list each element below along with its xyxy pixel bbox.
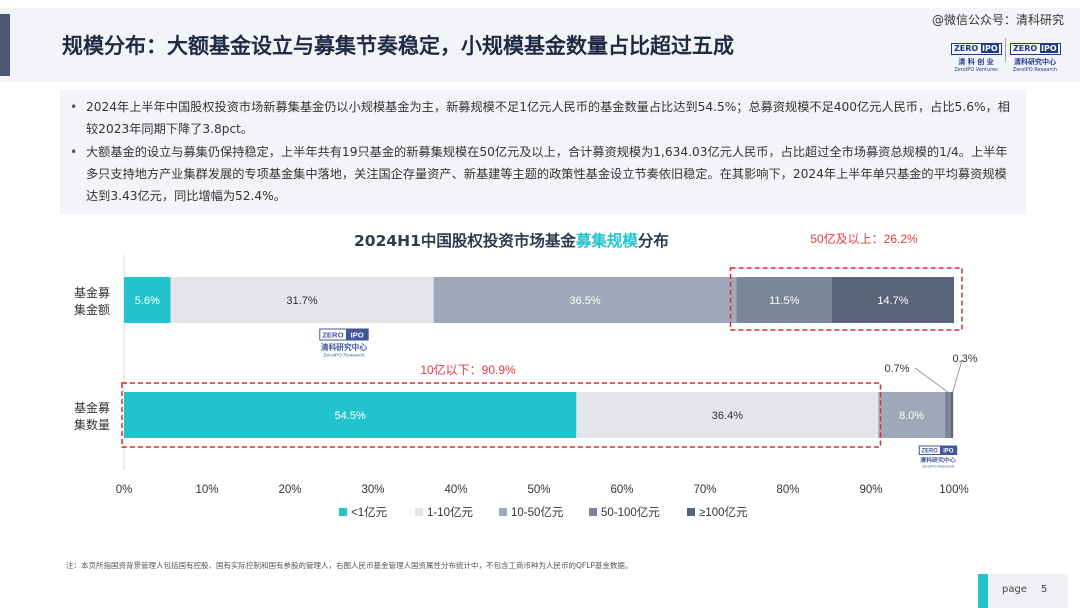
x-tick-label: 10% <box>195 484 218 496</box>
page-accent-bar <box>978 574 988 608</box>
data-label: 0.3% <box>952 353 977 365</box>
logo-cn-text: 清科研究中心 <box>1014 58 1056 66</box>
logo-text: IPO <box>350 330 363 339</box>
data-label: 36.4% <box>712 410 743 422</box>
bar-segment <box>433 277 737 323</box>
chart-title: 2024H1中国股权投资市场基金募集规模分布 <box>354 232 669 250</box>
legend-label: <1亿元 <box>351 506 388 519</box>
logo-en-text: ZeroIPO Ventures <box>954 67 998 73</box>
logo-fill <box>346 329 369 340</box>
bar-segment <box>170 277 434 323</box>
legend-swatch <box>415 508 423 516</box>
x-tick-label: 30% <box>361 484 384 496</box>
annotation-text: 50亿及以上：26.2% <box>810 231 918 246</box>
x-tick-label: 0% <box>116 484 133 496</box>
category-label: 基金募 <box>74 400 110 415</box>
zeroipo-ventures-logo: ZERO IPO 清 科 创 业 ZeroIPO Ventures <box>951 36 1002 73</box>
footnote: 注：本页所指国资背景管理人包括国有控股、国有实际控制和国有参股的管理人，右图人民… <box>66 561 633 570</box>
legend-swatch <box>589 508 597 516</box>
logo-text: ZERO <box>322 330 343 339</box>
legend-swatch <box>339 508 347 516</box>
page-title: 规模分布：大额基金设立与募集节奏稳定，小规模基金数量占比超过五成 <box>62 34 734 58</box>
bar-segment <box>878 392 945 438</box>
data-label: 0.7% <box>884 363 909 375</box>
bar-segment <box>576 392 879 438</box>
legend-swatch <box>687 508 695 516</box>
data-label: 54.5% <box>335 410 366 422</box>
logo-en-text: ZeroIPO Research <box>922 464 954 468</box>
highlight-box-large-funds <box>729 267 963 331</box>
label-leader-line <box>914 367 949 393</box>
label-leader-line <box>952 359 963 393</box>
logo-wordmark: ZERO IPO <box>1010 43 1061 55</box>
page-number: 5 <box>1040 584 1048 595</box>
zeroipo-research-logo: ZERO IPO 清科研究中心 ZeroIPO Research <box>1010 36 1061 73</box>
x-tick-label: 40% <box>444 484 467 496</box>
bullet-point: 大额基金的设立与募集仍保持稳定，上半年共有19只基金的新募集规模在50亿元及以上… <box>70 141 1016 207</box>
header-accent-bar <box>0 14 10 76</box>
legend-swatch <box>499 508 507 516</box>
x-tick-label: 90% <box>859 484 882 496</box>
bullet-point: 2024年上半年中国股权投资市场新募集基金仍以小规模基金为主，新募规模不足1亿元… <box>70 96 1016 140</box>
summary-bullets: 2024年上半年中国股权投资市场新募集基金仍以小规模基金为主，新募规模不足1亿元… <box>60 90 1026 214</box>
header-band <box>0 8 1080 82</box>
x-tick-label: 70% <box>693 484 716 496</box>
bar-segment <box>831 277 954 323</box>
logo-text: IPO <box>943 448 954 454</box>
logo-cn-text: 清科研究中心 <box>920 456 956 464</box>
logo-en-text: ZeroIPO Research <box>323 353 364 359</box>
bar-segment <box>736 277 832 323</box>
legend-label: 1-10亿元 <box>427 506 474 519</box>
logo-wordmark: ZERO IPO <box>951 43 1002 55</box>
legend-label: 50-100亿元 <box>601 506 660 519</box>
logo-cn-text: 清 科 创 业 <box>958 58 994 66</box>
page-label: page <box>1002 584 1027 595</box>
data-label: 5.6% <box>135 295 160 307</box>
logo-text: ZERO <box>921 448 938 454</box>
x-tick-label: 80% <box>776 484 799 496</box>
data-label: 14.7% <box>877 295 908 307</box>
bar-segment <box>124 392 577 438</box>
watermark: @微信公众号：清科研究 <box>931 13 1064 27</box>
x-tick-label: 20% <box>278 484 301 496</box>
bar-segment <box>950 392 954 438</box>
bar-segment <box>124 277 171 323</box>
data-label: 31.7% <box>286 295 317 307</box>
category-label: 基金募 <box>74 285 110 300</box>
x-tick-label: 60% <box>610 484 633 496</box>
highlight-box-small-funds <box>121 382 882 448</box>
data-label: 8.0% <box>899 410 924 422</box>
x-tick-label: 100% <box>939 484 968 496</box>
logo-en-text: ZeroIPO Research <box>1012 67 1058 73</box>
logo-separator <box>1005 38 1006 62</box>
legend-label: 10-50亿元 <box>511 506 564 519</box>
category-label: 集金额 <box>74 302 110 317</box>
logo-fill <box>940 446 957 455</box>
x-tick-label: 50% <box>527 484 550 496</box>
bar-segment <box>944 392 951 438</box>
data-label: 36.5% <box>569 295 600 307</box>
logo-cn-text: 清科研究中心 <box>321 342 367 352</box>
legend-label: ≥100亿元 <box>699 506 748 519</box>
annotation-text: 10亿以下：90.9% <box>420 362 516 377</box>
category-label: 集数量 <box>74 417 110 432</box>
data-label: 11.5% <box>769 295 800 307</box>
page-indicator: page 5 <box>978 574 1068 608</box>
